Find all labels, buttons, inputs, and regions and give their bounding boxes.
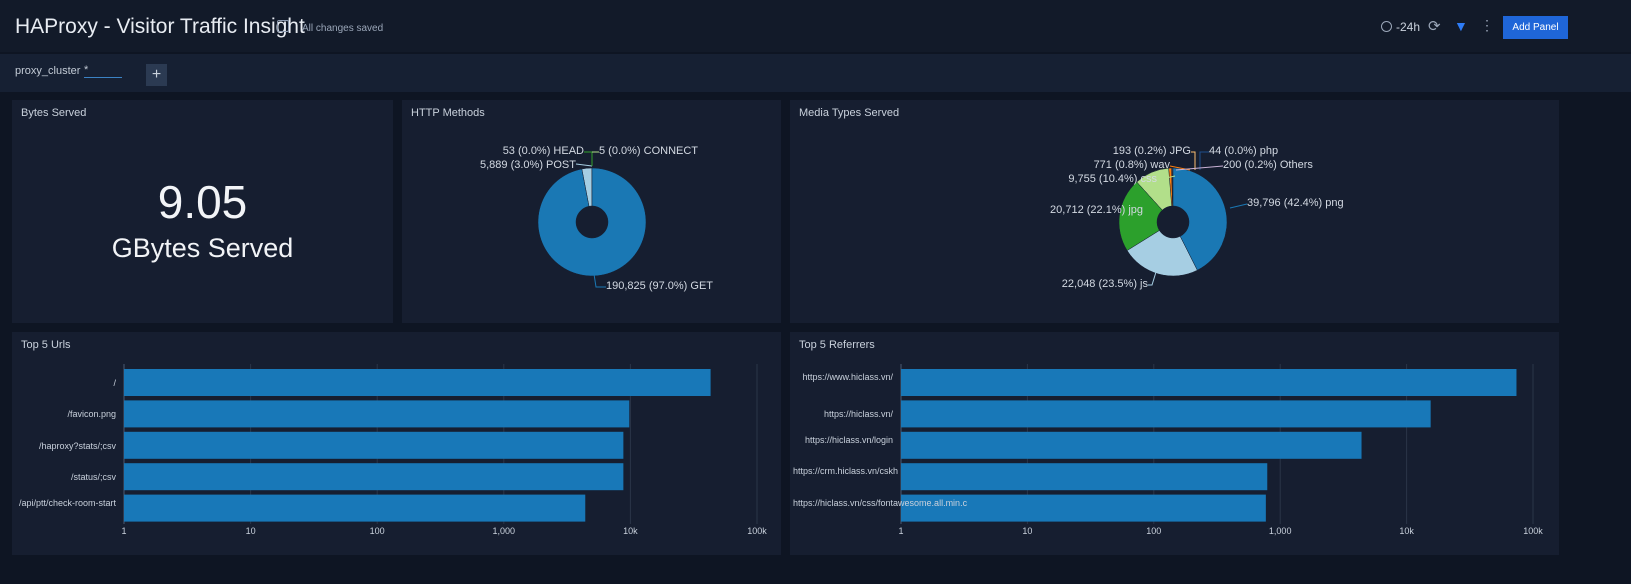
panel-bytes-served: Bytes Served 9.05 GBytes Served	[12, 100, 393, 323]
slice-label-head: 53 (0.0%) HEAD	[502, 145, 584, 157]
pie-slice-png[interactable]	[1172, 167, 1228, 271]
category-label: https://crm.hiclass.vn/cskh	[793, 466, 899, 477]
filter-label: proxy_cluster	[15, 65, 81, 77]
media-types-pie	[1118, 151, 1248, 286]
category-label: /api/ptt/check-room-start	[18, 497, 116, 508]
x-tick-label: 10	[245, 526, 256, 536]
x-tick-label: 1,000	[1268, 526, 1292, 536]
more-options-icon[interactable]: ⋮	[1480, 17, 1494, 33]
category-label: /	[113, 378, 116, 388]
slice-label-png: 39,796 (42.4%) png	[1247, 197, 1344, 209]
top-urls-bar-chart	[123, 364, 758, 524]
bar[interactable]	[901, 369, 1517, 396]
dashboard-header: HAProxy - Visitor Traffic Insight All ch…	[0, 0, 1631, 52]
bar[interactable]	[901, 400, 1431, 428]
refresh-icon[interactable]: ⟳	[1428, 18, 1441, 35]
panel-top-referrers: Top 5 Referrers 1 10 100 1,000 10k 100k https:…	[790, 332, 1559, 555]
filter-icon[interactable]: ▼	[1454, 18, 1468, 34]
x-tick-label: 1	[121, 526, 127, 536]
bar[interactable]	[901, 494, 1266, 522]
slice-label-js: 22,048 (23.5%) js	[1061, 278, 1148, 290]
http-methods-pie	[537, 151, 647, 288]
bytes-value: 9.05	[157, 176, 248, 228]
panel-title: Media Types Served	[799, 107, 900, 119]
panel-http-methods: HTTP Methods 53 (0.0%) HEAD 5 (0.0%) CON…	[402, 100, 781, 323]
category-label: https://www.hiclass.vn/	[802, 372, 893, 382]
clock-icon[interactable]	[1381, 21, 1392, 32]
filter-bar: proxy_cluster * +	[0, 54, 1631, 92]
panel-title: Top 5 Urls	[21, 339, 71, 351]
x-tick-label: 10k	[623, 526, 638, 536]
time-range-button[interactable]: -24h	[1396, 20, 1421, 34]
x-tick-label: 10	[1022, 526, 1033, 536]
pie-slice-jpg[interactable]	[1118, 181, 1163, 251]
x-tick-label: 100	[369, 526, 385, 536]
slice-label-post: 5,889 (3.0%) POST	[480, 159, 576, 171]
save-status: All changes saved	[302, 23, 384, 34]
panel-title: Top 5 Referrers	[799, 339, 875, 351]
pie-slice-js[interactable]	[1126, 230, 1198, 277]
panel-title: HTTP Methods	[411, 107, 485, 119]
category-label: https://hiclass.vn/	[823, 409, 893, 420]
x-tick-label: 1	[898, 526, 904, 536]
bar[interactable]	[124, 494, 586, 522]
top-referrers-bar-chart	[900, 364, 1534, 524]
bar[interactable]	[124, 463, 624, 491]
add-panel-button[interactable]: Add Panel	[1503, 16, 1568, 39]
bar[interactable]	[124, 369, 711, 396]
x-tick-label: 1,000	[492, 526, 516, 536]
category-label: https://hiclass.vn/css/fontawesome.all.m…	[793, 497, 968, 508]
x-tick-label: 100	[1146, 526, 1162, 536]
slice-label-css: 9,755 (10.4%) css	[1068, 173, 1157, 185]
slice-label-wav: 771 (0.8%) wav	[1093, 159, 1170, 171]
bar[interactable]	[124, 431, 624, 459]
panel-top-urls: Top 5 Urls 1 10 100 1,000 10k 100k / /favicon.p…	[12, 332, 781, 555]
x-tick-label: 10k	[1399, 526, 1414, 536]
category-label: https://hiclass.vn/login	[804, 434, 893, 445]
category-label: /status/;csv	[70, 472, 116, 483]
slice-label-others: 200 (0.2%) Others	[1223, 159, 1313, 171]
bar[interactable]	[901, 431, 1362, 459]
slice-label-connect: 5 (0.0%) CONNECT	[599, 145, 699, 157]
page-title: HAProxy - Visitor Traffic Insight	[15, 15, 305, 38]
edit-icon[interactable]	[277, 20, 289, 32]
bar[interactable]	[901, 463, 1268, 491]
panel-title: Bytes Served	[21, 107, 87, 119]
slice-label-get: 190,825 (97.0%) GET	[606, 280, 714, 292]
x-tick-label: 100k	[1523, 526, 1543, 536]
category-label: /haproxy?stats/;csv	[38, 440, 116, 451]
pie-slice-GET[interactable]	[537, 167, 647, 277]
slice-label-JPG: 193 (0.2%) JPG	[1112, 145, 1191, 157]
x-tick-label: 100k	[747, 526, 767, 536]
slice-label-php: 44 (0.0%) php	[1209, 145, 1279, 157]
filter-value-input[interactable]: *	[84, 64, 122, 78]
add-filter-button[interactable]: +	[146, 64, 167, 86]
bar[interactable]	[124, 400, 630, 428]
panel-media-types: Media Types Served 193 (0.2%) JPG 44 (0.…	[790, 100, 1559, 323]
bytes-unit: GBytes Served	[111, 233, 294, 263]
category-label: /favicon.png	[67, 409, 116, 420]
slice-label-jpg: 20,712 (22.1%) jpg	[1050, 204, 1143, 216]
